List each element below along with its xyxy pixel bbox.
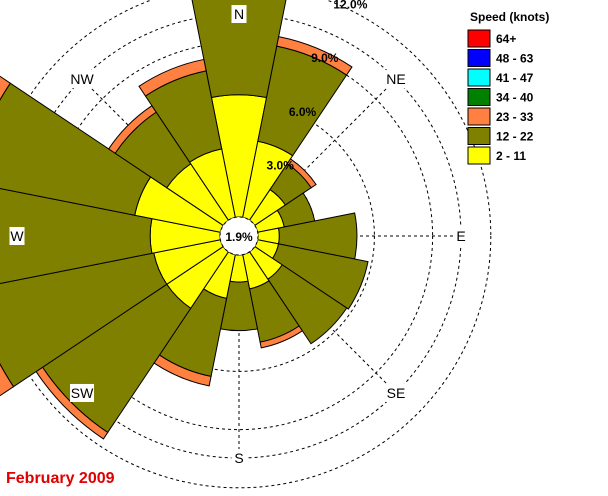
legend-swatch-1 <box>467 29 491 48</box>
dir-label-bg-s <box>231 449 247 467</box>
legend-swatch-4 <box>467 88 491 106</box>
legend-label-5: 23 - 33 <box>496 110 534 124</box>
legend-swatch-2 <box>467 49 491 67</box>
legend-label-4: 34 - 40 <box>496 91 534 105</box>
labels-layer: 3.0% 6.0% 9.0% 12.0% N NE E SE S SW W NW <box>9 0 469 467</box>
calm-ring <box>219 216 259 256</box>
ring-label-1: 3.0% <box>267 159 295 173</box>
dir-label-bg-e <box>453 227 469 245</box>
grid-ring-4 <box>0 0 492 489</box>
legend-swatch-7 <box>467 146 491 165</box>
legend-label-7: 2 - 11 <box>496 149 526 163</box>
dir-label-se: SE <box>387 385 406 401</box>
petal-sse-23-33 <box>259 325 304 349</box>
dir-label-n: N <box>234 6 244 22</box>
calm-circle <box>220 217 258 255</box>
petal-wsw-23-33 <box>0 363 15 397</box>
legend-label-3: 41 - 47 <box>496 71 534 85</box>
legend-swatch-6 <box>467 127 491 145</box>
petal-nnw-23-33 <box>138 58 207 97</box>
dir-label-bg-se <box>383 383 408 402</box>
dir-label-e: E <box>456 228 465 244</box>
calm-label: 1.9% <box>225 230 253 244</box>
ring-label-4: 12.0% <box>333 0 367 11</box>
petal-w-12-22 <box>0 187 153 285</box>
grid-spoke-se <box>252 249 397 394</box>
legend-label-1: 64+ <box>496 32 516 46</box>
ring-label-3: 9.0% <box>311 51 339 65</box>
legend-title: Speed (knots) <box>470 10 549 24</box>
dir-label-w: W <box>10 228 24 244</box>
dir-label-s: S <box>234 450 243 466</box>
grid-spoke-ne <box>252 78 397 223</box>
dir-label-sw: SW <box>71 385 94 401</box>
petal-nne-23-33 <box>276 36 353 76</box>
legend: Speed (knots) 64+ 48 - 63 41 - 47 34 - 40 23 … <box>467 10 549 165</box>
petal-n-12-22 <box>191 0 287 99</box>
petal-wnw-23-33 <box>0 75 11 101</box>
chart-caption: February 2009 <box>6 470 115 487</box>
legend-label-6: 12 - 22 <box>496 130 534 144</box>
dir-label-nw: NW <box>70 71 94 87</box>
legend-swatch-3 <box>467 68 491 87</box>
dir-label-ne: NE <box>386 71 405 87</box>
petal-ese-12-22 <box>271 243 369 310</box>
petal-se-12-22 <box>267 264 348 345</box>
dir-label-bg-n <box>231 5 247 23</box>
petal-ne-23-33 <box>286 158 317 189</box>
calm-layer: 1.9% <box>219 216 259 256</box>
dir-label-bg-w <box>9 227 25 245</box>
legend-label-2: 48 - 63 <box>496 52 534 66</box>
legend-swatch-5 <box>467 107 491 126</box>
dir-label-bg-nw <box>70 70 95 89</box>
dir-label-bg-ne <box>383 70 408 89</box>
grid-spoke-nw <box>81 78 226 223</box>
dir-label-bg-sw <box>70 383 95 402</box>
petals-layer <box>0 0 369 440</box>
ring-label-2: 6.0% <box>289 105 317 119</box>
